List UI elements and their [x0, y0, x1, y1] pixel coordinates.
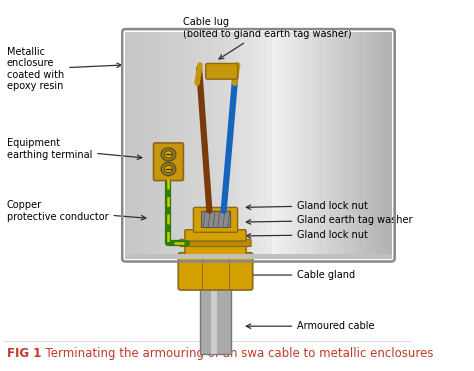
Bar — [210, 32, 215, 259]
Bar — [378, 32, 383, 259]
Bar — [130, 32, 135, 259]
Text: Gland earth tag washer: Gland earth tag washer — [246, 215, 413, 225]
FancyBboxPatch shape — [180, 239, 251, 246]
Bar — [165, 32, 171, 259]
Bar — [360, 32, 365, 259]
Bar — [139, 32, 144, 259]
Bar — [201, 32, 206, 259]
Bar — [258, 32, 264, 259]
Bar — [156, 32, 162, 259]
Bar — [325, 32, 330, 259]
Circle shape — [161, 148, 176, 161]
Bar — [170, 32, 175, 259]
Bar — [316, 32, 321, 259]
Text: Cable lug
(bolted to gland earth tag washer): Cable lug (bolted to gland earth tag was… — [183, 17, 351, 59]
Bar — [298, 32, 303, 259]
Text: Metallic
enclosure
coated with
epoxy resin: Metallic enclosure coated with epoxy res… — [7, 47, 121, 91]
Bar — [290, 32, 295, 259]
Text: Gland lock nut: Gland lock nut — [246, 201, 368, 211]
Text: FIG 1: FIG 1 — [7, 347, 41, 360]
Circle shape — [164, 151, 173, 158]
Bar — [311, 32, 317, 259]
Bar — [303, 32, 308, 259]
Bar — [245, 32, 250, 259]
Circle shape — [164, 165, 173, 173]
Text: Cable gland: Cable gland — [246, 270, 356, 280]
Bar — [365, 32, 370, 259]
Bar — [294, 32, 299, 259]
Bar — [134, 32, 140, 259]
Text: Gland lock nut: Gland lock nut — [246, 230, 368, 240]
Circle shape — [161, 162, 176, 175]
Bar — [343, 32, 348, 259]
Bar — [214, 32, 219, 259]
Bar — [196, 32, 201, 259]
FancyBboxPatch shape — [185, 230, 246, 241]
Bar — [272, 32, 277, 259]
Bar — [126, 254, 392, 259]
Bar — [383, 32, 388, 259]
Bar — [152, 32, 157, 259]
Bar — [205, 32, 210, 259]
Bar — [161, 32, 166, 259]
Bar — [179, 32, 184, 259]
Bar — [183, 32, 188, 259]
Bar — [254, 32, 259, 259]
Bar — [352, 32, 357, 259]
Bar — [232, 32, 237, 259]
Bar — [276, 32, 282, 259]
Bar — [188, 32, 193, 259]
Bar — [369, 32, 374, 259]
Bar — [210, 280, 217, 354]
Bar — [356, 32, 361, 259]
Bar — [192, 32, 197, 259]
Bar — [387, 32, 392, 259]
Bar — [148, 32, 153, 259]
FancyBboxPatch shape — [193, 207, 237, 232]
Bar — [223, 32, 228, 259]
Bar — [143, 32, 148, 259]
Bar — [267, 32, 273, 259]
Bar — [200, 280, 231, 354]
Bar — [236, 32, 242, 259]
Bar — [338, 32, 344, 259]
Bar — [329, 32, 335, 259]
Bar — [228, 32, 233, 259]
Bar — [285, 32, 290, 259]
Bar — [263, 32, 268, 259]
Bar — [374, 32, 379, 259]
Text: Copper
protective conductor: Copper protective conductor — [7, 200, 146, 222]
FancyBboxPatch shape — [178, 253, 253, 290]
Bar — [241, 32, 246, 259]
Bar — [250, 32, 255, 259]
FancyBboxPatch shape — [154, 143, 183, 181]
Bar — [174, 32, 180, 259]
Text: Equipment
earthing terminal: Equipment earthing terminal — [7, 138, 142, 160]
Bar — [347, 32, 352, 259]
Ellipse shape — [200, 276, 231, 285]
Text: Terminating the armouring of an swa cable to metallic enclosures: Terminating the armouring of an swa cabl… — [37, 347, 433, 360]
FancyBboxPatch shape — [206, 63, 237, 79]
FancyBboxPatch shape — [185, 245, 246, 256]
Bar — [320, 32, 326, 259]
Bar — [126, 32, 131, 259]
Bar — [281, 32, 286, 259]
Bar — [307, 32, 312, 259]
Text: Armoured cable: Armoured cable — [246, 321, 375, 331]
Bar — [201, 211, 230, 227]
Bar — [219, 32, 224, 259]
Bar — [334, 32, 339, 259]
